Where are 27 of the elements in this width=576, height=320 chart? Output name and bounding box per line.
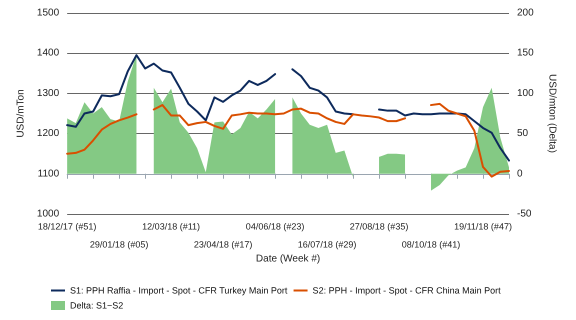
x-tick-label: 19/11/18 (#47) xyxy=(454,222,512,232)
x-tick-label: 12/03/18 (#11) xyxy=(142,222,200,232)
x-tick-label: 27/08/18 (#35) xyxy=(350,222,408,232)
y-tick-label: 1100 xyxy=(38,168,60,180)
x-tick-label: 29/01/18 (#05) xyxy=(90,240,148,250)
y-tick-label: 1000 xyxy=(36,208,60,220)
y2-tick-label: 50 xyxy=(517,128,529,140)
x-tick-label: 18/12/17 (#51) xyxy=(38,222,96,232)
y2-tick-label: 0 xyxy=(517,168,523,180)
x-tick-label: 08/10/18 (#41) xyxy=(402,240,460,250)
y-tick-label: 1500 xyxy=(36,8,60,18)
y2-tick-label: 100 xyxy=(517,88,534,99)
x-tick-label: 23/04/18 (#17) xyxy=(194,240,252,250)
x-tick-label: 16/07/18 (#29) xyxy=(298,240,356,250)
y2-tick-label: 200 xyxy=(517,8,534,18)
y-tick-label: 1200 xyxy=(36,128,60,140)
legend-label: S1: PPH Raffia - Import - Spot - CFR Turkey Main Port xyxy=(70,286,288,296)
legend-label: S2: PPH - Import - Spot - CFR China Main Port xyxy=(312,286,502,296)
y-tick-label: 1300 xyxy=(36,88,60,99)
x-axis-title: Date (Week #) xyxy=(256,253,320,264)
y-tick-label: 1400 xyxy=(36,48,60,59)
y-axis-title: USD/mTon xyxy=(16,89,26,138)
y2-axis-title: USD/mton (Delta) xyxy=(546,74,558,153)
legend-label: Delta: S1−S2 xyxy=(70,300,124,310)
x-tick-label: 04/06/18 (#23) xyxy=(246,222,304,232)
y2-tick-label: 150 xyxy=(517,48,534,59)
y2-tick-label: -50 xyxy=(517,208,532,220)
